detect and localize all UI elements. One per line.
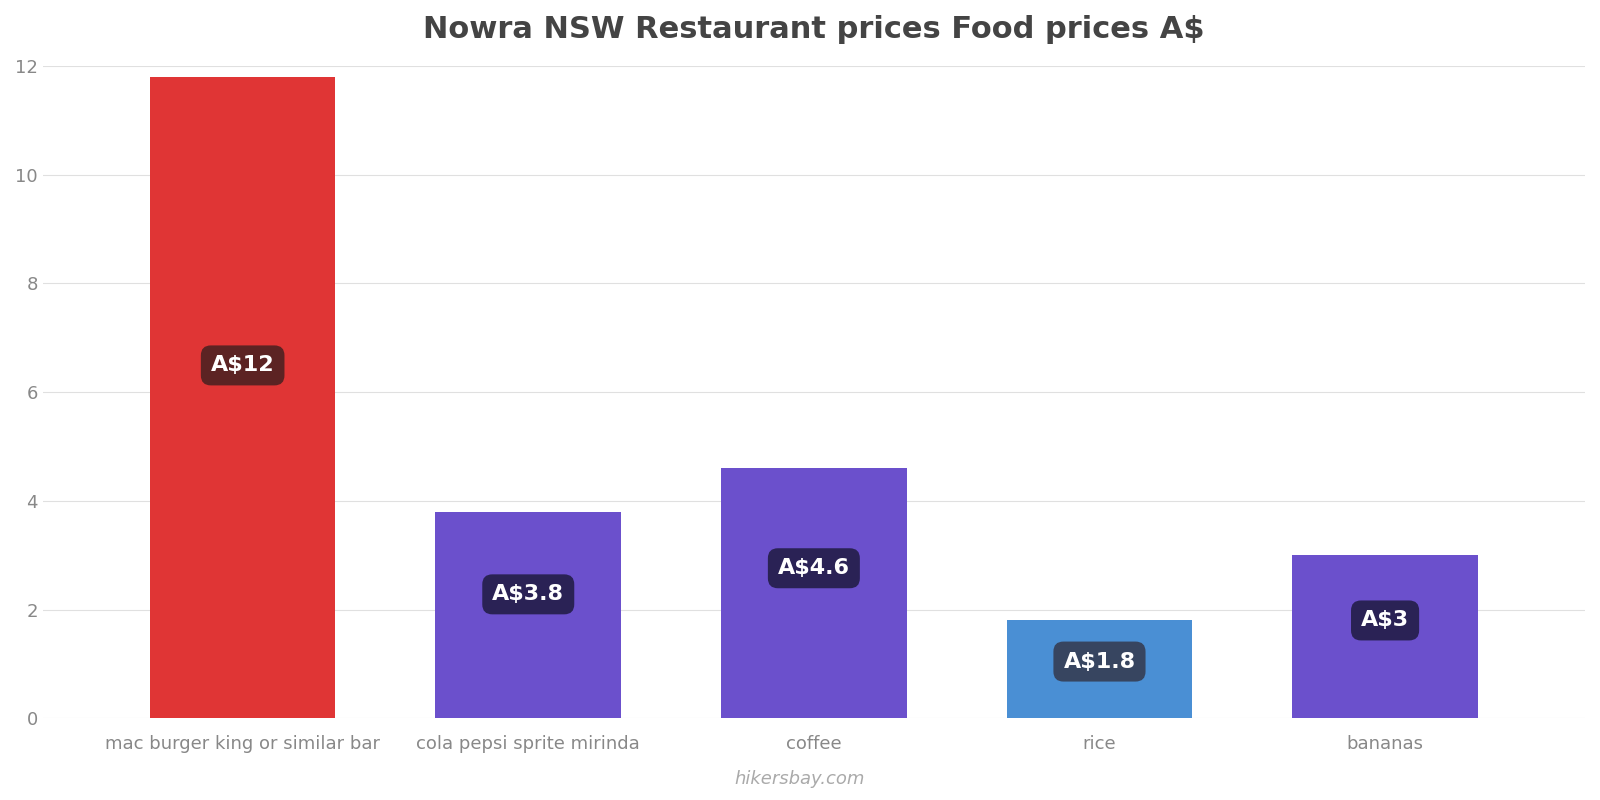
Text: A$3: A$3	[1362, 610, 1410, 630]
Bar	[1293, 555, 1478, 718]
Text: A$1.8: A$1.8	[1064, 651, 1136, 671]
Text: hikersbay.com: hikersbay.com	[734, 770, 866, 788]
Bar	[435, 512, 621, 718]
Bar	[722, 468, 907, 718]
Bar	[1006, 621, 1192, 718]
Text: A$12: A$12	[211, 355, 275, 375]
Bar	[150, 77, 336, 718]
Text: A$4.6: A$4.6	[778, 558, 850, 578]
Title: Nowra NSW Restaurant prices Food prices A$: Nowra NSW Restaurant prices Food prices …	[422, 15, 1205, 44]
Text: A$3.8: A$3.8	[493, 584, 565, 604]
